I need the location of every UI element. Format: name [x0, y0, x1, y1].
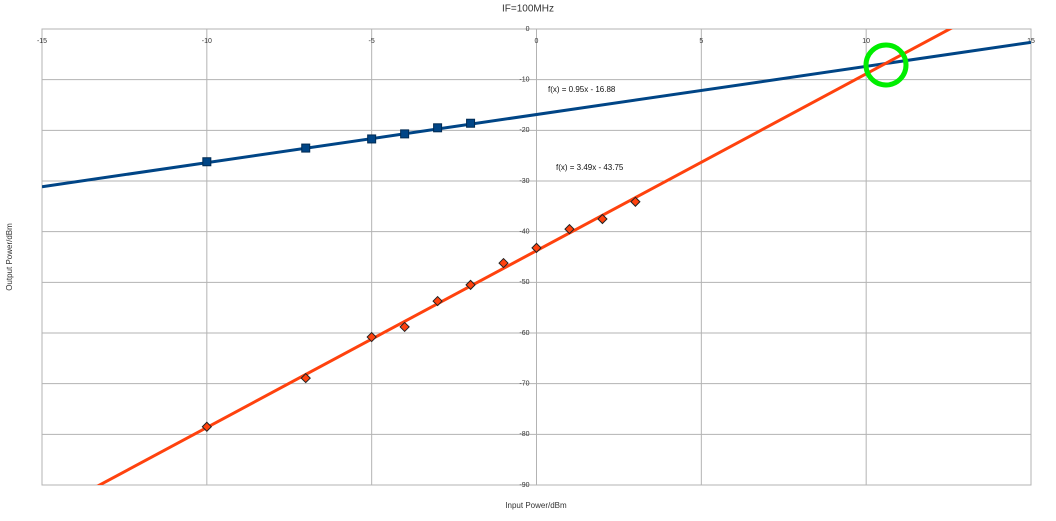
x-tick-label: 5 [699, 38, 703, 45]
y-tick-label: -20 [519, 127, 529, 134]
x-tick-label: 10 [862, 38, 870, 45]
point [201, 421, 213, 432]
point [597, 213, 608, 225]
x-tick-label: -10 [202, 38, 212, 45]
x-tick-label: -5 [369, 38, 375, 45]
highlight-circle [863, 42, 909, 88]
point [300, 372, 311, 384]
point [465, 279, 476, 291]
y-tick-label: -40 [519, 229, 529, 236]
point [400, 129, 410, 139]
point [301, 143, 311, 153]
point [498, 257, 509, 269]
trendline-label: f(x) = 3.49x - 43.75 [556, 163, 624, 172]
x-tick-label: 15 [1027, 38, 1035, 45]
y-tick-label: -60 [519, 330, 529, 337]
y-axis-label: Output Power/dBm [5, 223, 14, 291]
point [466, 118, 476, 128]
point [432, 295, 443, 307]
trendline-label: f(x) = 0.95x - 16.88 [548, 85, 616, 94]
chart-title: IF=100MHz [502, 4, 554, 15]
point [630, 196, 641, 207]
point [367, 134, 377, 144]
point [366, 331, 377, 343]
y-tick-label: -70 [519, 381, 529, 388]
y-tick-label: -10 [519, 77, 529, 84]
y-tick-label: -80 [519, 431, 529, 438]
point [564, 223, 575, 235]
y-tick-label: 0 [526, 26, 530, 33]
point [531, 242, 542, 254]
y-tick-label: -30 [519, 178, 529, 185]
x-tick-label: -15 [37, 38, 47, 45]
point [433, 123, 443, 133]
y-tick-label: -50 [519, 279, 529, 286]
plot: -15 -10 -5 0 5 10 15-90-80-70-60-50-40-30-20-1… [37, 26, 1035, 489]
point [202, 157, 212, 167]
y-tick-label: -90 [519, 482, 529, 489]
x-tick-label: 0 [535, 38, 539, 45]
x-axis-label: Input Power/dBm [505, 501, 567, 510]
point [399, 321, 410, 333]
